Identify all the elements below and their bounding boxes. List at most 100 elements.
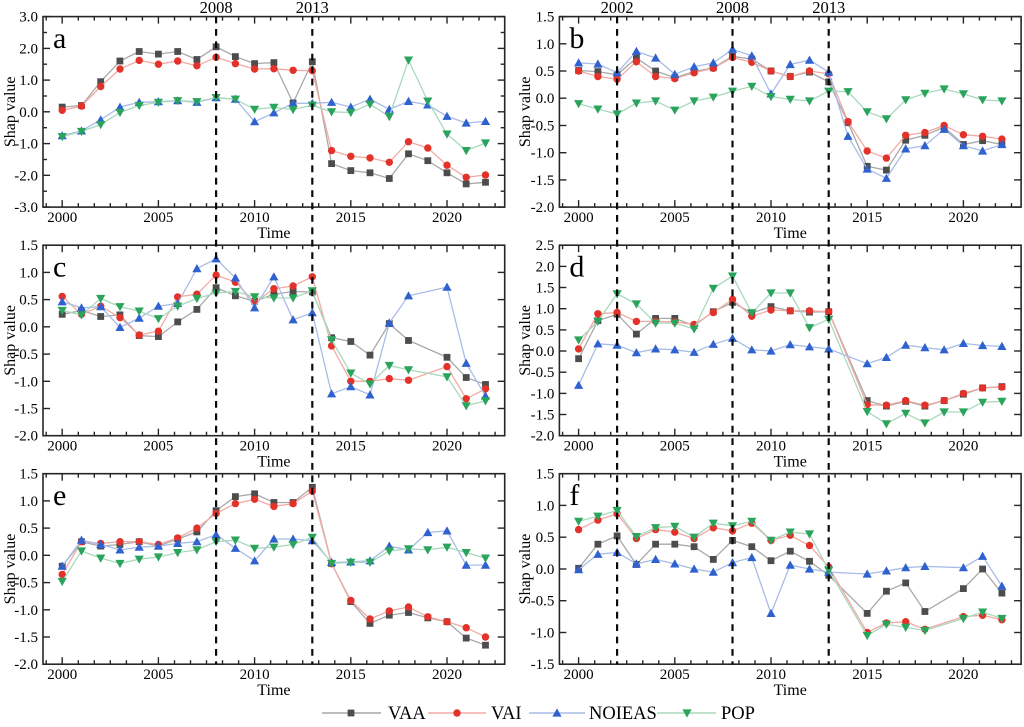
svg-text:0.0: 0.0 — [19, 548, 38, 564]
svg-text:2000: 2000 — [47, 667, 77, 683]
svg-text:2008: 2008 — [716, 0, 749, 17]
svg-text:-2.0: -2.0 — [14, 168, 38, 184]
svg-text:-1.0: -1.0 — [531, 386, 555, 402]
svg-text:0.5: 0.5 — [536, 323, 555, 339]
svg-text:2000: 2000 — [564, 210, 594, 226]
svg-text:2010: 2010 — [240, 667, 270, 683]
svg-text:Shap value: Shap value — [517, 76, 534, 147]
svg-text:-3.0: -3.0 — [14, 200, 38, 216]
svg-text:0.0: 0.0 — [19, 105, 38, 121]
svg-text:2015: 2015 — [852, 210, 882, 226]
svg-text:2005: 2005 — [660, 210, 690, 226]
svg-text:2010: 2010 — [240, 210, 270, 226]
svg-text:2020: 2020 — [432, 210, 462, 226]
svg-text:-1.5: -1.5 — [531, 408, 555, 424]
svg-text:-1.5: -1.5 — [14, 402, 38, 418]
svg-text:-2.0: -2.0 — [14, 429, 38, 445]
svg-text:0.5: 0.5 — [19, 521, 38, 537]
svg-text:-1.0: -1.0 — [14, 137, 38, 153]
svg-text:Time: Time — [774, 225, 807, 242]
svg-text:Shap value: Shap value — [517, 305, 534, 376]
svg-text:2000: 2000 — [47, 210, 77, 226]
svg-text:1.0: 1.0 — [19, 73, 38, 89]
svg-text:2.5: 2.5 — [536, 238, 555, 254]
svg-text:-0.5: -0.5 — [531, 594, 555, 610]
svg-text:b: b — [569, 22, 584, 55]
svg-text:2000: 2000 — [564, 667, 594, 683]
svg-text:1.0: 1.0 — [536, 37, 555, 53]
svg-text:VAA: VAA — [388, 704, 426, 722]
svg-text:1.5: 1.5 — [536, 281, 555, 297]
svg-text:0.0: 0.0 — [536, 91, 555, 107]
svg-text:2020: 2020 — [948, 439, 978, 455]
svg-text:2005: 2005 — [660, 439, 690, 455]
svg-text:1.0: 1.0 — [19, 265, 38, 281]
svg-text:0.5: 0.5 — [19, 293, 38, 309]
svg-text:2010: 2010 — [756, 210, 786, 226]
svg-text:Time: Time — [257, 225, 290, 242]
svg-text:POP: POP — [721, 704, 755, 722]
svg-text:d: d — [569, 251, 584, 284]
svg-text:2005: 2005 — [660, 667, 690, 683]
svg-text:-0.5: -0.5 — [14, 576, 38, 592]
svg-text:-0.5: -0.5 — [531, 119, 555, 135]
svg-text:2020: 2020 — [948, 667, 978, 683]
svg-text:2020: 2020 — [432, 439, 462, 455]
svg-text:1.5: 1.5 — [19, 238, 38, 254]
svg-text:0.0: 0.0 — [536, 344, 555, 360]
svg-text:-1.0: -1.0 — [14, 374, 38, 390]
svg-text:2015: 2015 — [852, 439, 882, 455]
svg-text:2010: 2010 — [756, 439, 786, 455]
svg-text:f: f — [569, 479, 579, 512]
svg-text:1.0: 1.0 — [536, 498, 555, 514]
svg-text:0.5: 0.5 — [536, 530, 555, 546]
svg-text:2000: 2000 — [47, 439, 77, 455]
svg-text:Time: Time — [774, 682, 807, 699]
svg-text:3.0: 3.0 — [19, 10, 38, 26]
svg-text:Time: Time — [257, 454, 290, 471]
svg-text:Shap value: Shap value — [517, 534, 534, 605]
svg-text:0.0: 0.0 — [536, 562, 555, 578]
svg-text:0.5: 0.5 — [536, 64, 555, 80]
svg-text:2000: 2000 — [564, 439, 594, 455]
svg-text:2005: 2005 — [143, 439, 173, 455]
svg-text:2002: 2002 — [601, 0, 634, 17]
svg-text:-2.0: -2.0 — [14, 657, 38, 673]
svg-text:2013: 2013 — [812, 0, 845, 17]
svg-text:VAI: VAI — [491, 704, 522, 722]
svg-text:1.0: 1.0 — [536, 302, 555, 318]
svg-text:1.5: 1.5 — [536, 10, 555, 26]
svg-text:-1.0: -1.0 — [531, 146, 555, 162]
svg-text:Shap value: Shap value — [2, 305, 19, 376]
svg-text:2.0: 2.0 — [536, 259, 555, 275]
svg-text:2013: 2013 — [296, 0, 329, 17]
svg-text:2020: 2020 — [948, 210, 978, 226]
svg-text:-1.5: -1.5 — [531, 657, 555, 673]
svg-text:-1.5: -1.5 — [14, 630, 38, 646]
svg-text:0.0: 0.0 — [19, 320, 38, 336]
svg-text:2020: 2020 — [432, 667, 462, 683]
svg-text:-0.5: -0.5 — [14, 347, 38, 363]
svg-text:1.5: 1.5 — [19, 467, 38, 483]
svg-text:Time: Time — [774, 454, 807, 471]
svg-text:2015: 2015 — [336, 439, 366, 455]
svg-text:2010: 2010 — [756, 667, 786, 683]
svg-text:2005: 2005 — [143, 667, 173, 683]
svg-text:1.0: 1.0 — [19, 494, 38, 510]
svg-text:2005: 2005 — [143, 210, 173, 226]
svg-text:Shap value: Shap value — [2, 76, 19, 147]
svg-text:-1.0: -1.0 — [531, 626, 555, 642]
svg-text:2.0: 2.0 — [19, 41, 38, 57]
svg-text:Shap value: Shap value — [2, 534, 19, 605]
svg-text:1.5: 1.5 — [536, 467, 555, 483]
svg-text:2010: 2010 — [240, 439, 270, 455]
svg-text:2015: 2015 — [852, 667, 882, 683]
svg-text:e: e — [53, 479, 66, 512]
svg-text:-1.0: -1.0 — [14, 603, 38, 619]
svg-text:2015: 2015 — [336, 210, 366, 226]
svg-text:2008: 2008 — [200, 0, 233, 17]
svg-text:NOIEAS: NOIEAS — [589, 704, 657, 722]
svg-text:-0.5: -0.5 — [531, 365, 555, 381]
svg-text:Time: Time — [257, 682, 290, 699]
svg-text:-2.0: -2.0 — [531, 200, 555, 216]
